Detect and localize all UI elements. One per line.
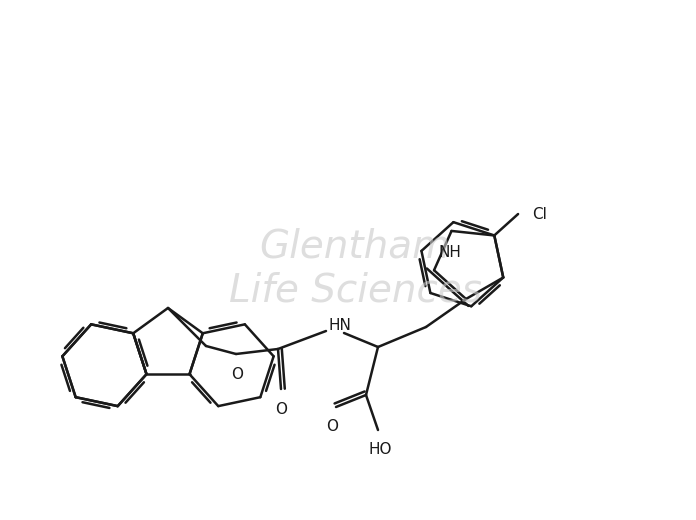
Text: Cl: Cl — [532, 206, 547, 222]
Text: Glentham
Life Sciences: Glentham Life Sciences — [228, 227, 482, 309]
Text: O: O — [326, 419, 338, 434]
Text: O: O — [275, 402, 287, 417]
Text: O: O — [231, 367, 243, 382]
Text: NH: NH — [438, 245, 461, 260]
Text: HN: HN — [328, 318, 351, 332]
Text: HO: HO — [368, 442, 392, 457]
